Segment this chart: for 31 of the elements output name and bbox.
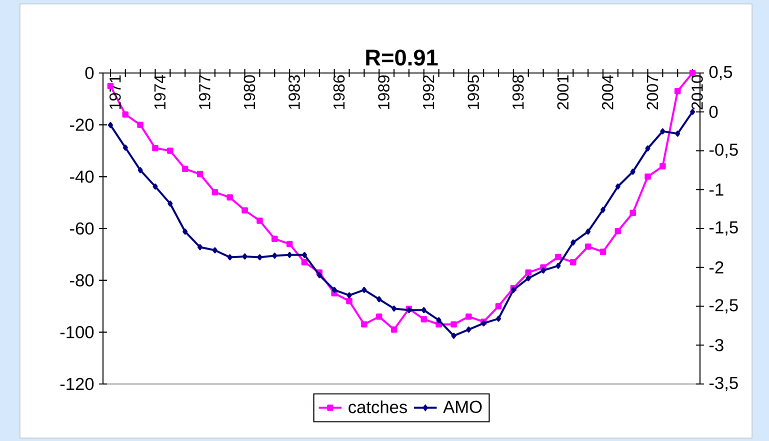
y2-tick-label: -2 xyxy=(709,261,724,274)
y2-tick-label: -3 xyxy=(709,338,724,352)
y-tick-label: -40 xyxy=(70,170,94,183)
legend-label: AMO xyxy=(443,400,482,414)
y2-tick-label: 0,5 xyxy=(709,66,732,80)
y-tick-label: -60 xyxy=(70,222,94,235)
y-tick-label: 0 xyxy=(85,66,94,80)
y-tick-label: -100 xyxy=(60,326,94,338)
legend-label: catches xyxy=(348,400,408,414)
y2-tick-label: -3,5 xyxy=(709,376,738,392)
x-tick-label: 1995 xyxy=(468,75,479,109)
x-tick-label: 1998 xyxy=(512,75,524,109)
x-tick-label: 2007 xyxy=(646,75,658,110)
chart-title: R=0.91 xyxy=(366,50,438,66)
x-tick-label: 1983 xyxy=(288,75,300,109)
x-tick-label: 1980 xyxy=(244,75,256,109)
y2-tick-label: -2,5 xyxy=(709,299,738,314)
x-tick-label: 1974 xyxy=(154,75,166,109)
y-tick-label: -80 xyxy=(70,274,94,286)
y2-tick-label: 0 xyxy=(709,106,718,118)
x-tick-label: 1989 xyxy=(378,75,390,109)
x-tick-label: 2004 xyxy=(602,75,614,110)
y-tick-label: -20 xyxy=(70,118,94,131)
y2-tick-label: -0,5 xyxy=(709,144,738,158)
x-tick-label: 1986 xyxy=(333,75,345,109)
x-tick-label: 2001 xyxy=(557,75,569,110)
y2-tick-label: -1,5 xyxy=(709,221,738,236)
x-tick-label: 1977 xyxy=(199,75,210,109)
y2-tick-label: -1 xyxy=(709,184,724,196)
x-tick-label: 1992 xyxy=(422,75,434,109)
y-tick-label: -120 xyxy=(60,378,94,390)
